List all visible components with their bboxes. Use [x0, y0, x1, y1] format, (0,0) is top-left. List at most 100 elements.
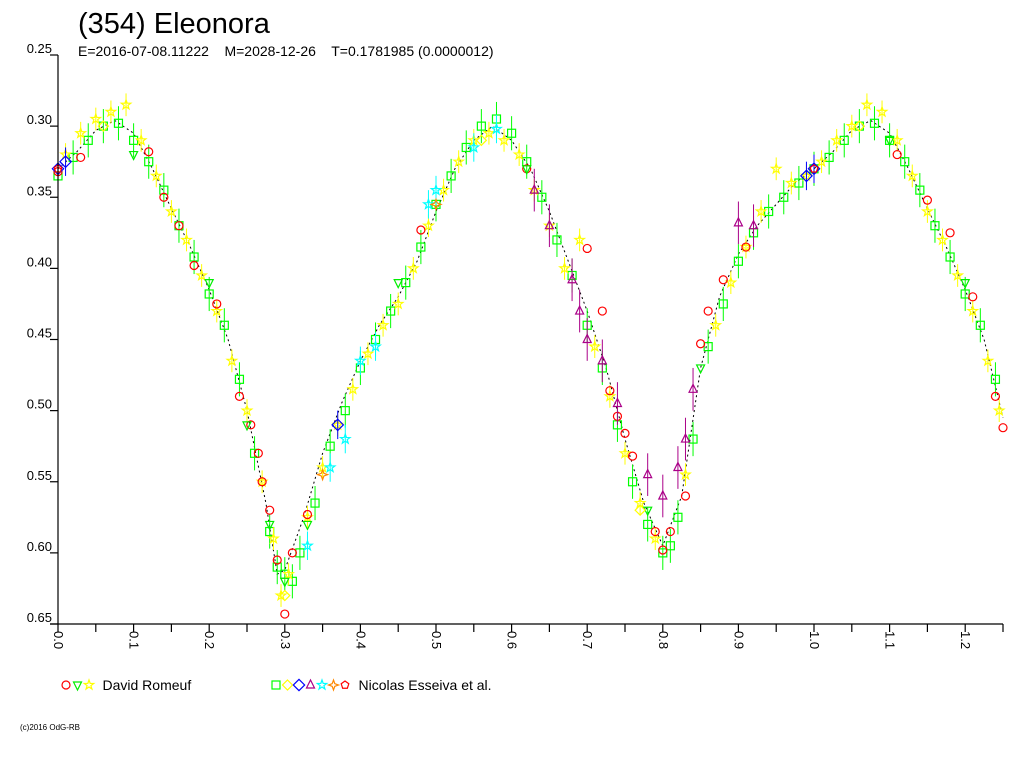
x-tick-label: 1.1 [883, 631, 898, 649]
data-point [658, 548, 668, 558]
data-point [225, 354, 239, 367]
data-point [282, 567, 296, 580]
data-point [475, 134, 488, 147]
data-point [149, 169, 163, 182]
data-point [784, 176, 798, 189]
data-point [718, 299, 728, 309]
data-point [627, 477, 638, 487]
legend-label: Nicolas Esseiva et al. [359, 677, 492, 693]
series-9 [53, 164, 819, 173]
data-point [164, 204, 178, 217]
data-point [733, 216, 744, 227]
data-point [618, 446, 632, 459]
data-point [421, 197, 435, 210]
data-point [210, 304, 224, 317]
data-point [323, 460, 337, 474]
data-point [265, 505, 275, 515]
x-tick-label: 0.8 [656, 631, 671, 649]
data-point [900, 157, 910, 167]
data-point [279, 577, 290, 588]
data-point [665, 526, 675, 537]
y-tick-label: 0.25 [27, 41, 52, 56]
data-point [588, 339, 602, 353]
data-point [507, 128, 517, 138]
data-point [83, 135, 93, 145]
y-tick-label: 0.45 [27, 326, 52, 341]
x-tick-label: 0.4 [353, 631, 368, 649]
data-point [853, 120, 866, 132]
data-point [915, 185, 925, 195]
series-5 [300, 114, 503, 560]
data-point [302, 520, 313, 531]
data-point [144, 147, 154, 157]
data-point [521, 165, 532, 176]
data-point [567, 273, 578, 284]
series-2 [53, 147, 1008, 619]
data-point [204, 279, 215, 289]
data-point [97, 120, 110, 132]
x-tick-label: 1.2 [958, 631, 973, 649]
data-point [799, 169, 813, 183]
data-point [386, 306, 396, 316]
x-tick-label: 0.5 [429, 631, 444, 649]
data-point [429, 197, 443, 212]
series-8 [315, 197, 443, 482]
data-point [74, 126, 88, 139]
data-point [573, 233, 587, 246]
data-point [128, 150, 139, 161]
data-point [174, 221, 184, 231]
y-tick-label: 0.50 [27, 397, 52, 412]
data-point [489, 122, 503, 135]
data-point [634, 504, 646, 517]
data-point [497, 133, 511, 146]
data-point [975, 320, 985, 330]
data-point [920, 204, 934, 217]
data-point [680, 491, 691, 501]
data-point [104, 105, 118, 118]
data-point [482, 126, 496, 139]
data-point [242, 421, 252, 432]
chart-subtitle: E=2016-07-08.11222 M=2028-12-26 T=0.1781… [78, 43, 494, 59]
data-point [272, 555, 282, 565]
legend-label: David Romeuf [103, 677, 192, 693]
data-point [212, 299, 222, 309]
y-tick-label: 0.30 [27, 112, 52, 127]
data-point [278, 589, 291, 602]
data-point [253, 448, 263, 458]
data-point [643, 519, 653, 530]
legend-symbol [315, 678, 329, 691]
data-point [741, 242, 751, 252]
data-point [552, 235, 562, 245]
data-point [401, 278, 411, 288]
data-point [59, 155, 73, 169]
series-1 [59, 93, 1006, 607]
data-point [892, 149, 902, 160]
data-point [620, 428, 630, 438]
data-point [331, 418, 345, 432]
data-point [890, 133, 904, 146]
data-point [627, 451, 638, 461]
x-tick-label: 0.1 [127, 631, 142, 649]
data-point [315, 467, 330, 482]
plot-area [51, 93, 1008, 619]
data-point [990, 391, 1001, 401]
legend: David Romeuf Nicolas Esseiva et al. [61, 677, 492, 693]
data-point [204, 289, 214, 299]
data-point [754, 204, 768, 217]
data-point [960, 279, 971, 289]
x-tick-label: 1.0 [807, 631, 822, 649]
data-point [709, 318, 723, 331]
data-point [537, 192, 547, 202]
data-point [830, 133, 844, 146]
data-point [688, 434, 698, 444]
legend-symbol [281, 679, 294, 691]
data-point [703, 306, 713, 316]
data-point [391, 297, 405, 310]
data-point [992, 403, 1006, 417]
data-point [998, 423, 1008, 433]
data-point [605, 386, 615, 396]
data-point [338, 432, 352, 445]
data-point [930, 221, 940, 231]
data-point [824, 152, 834, 163]
x-tick-label: 0.3 [278, 631, 293, 649]
